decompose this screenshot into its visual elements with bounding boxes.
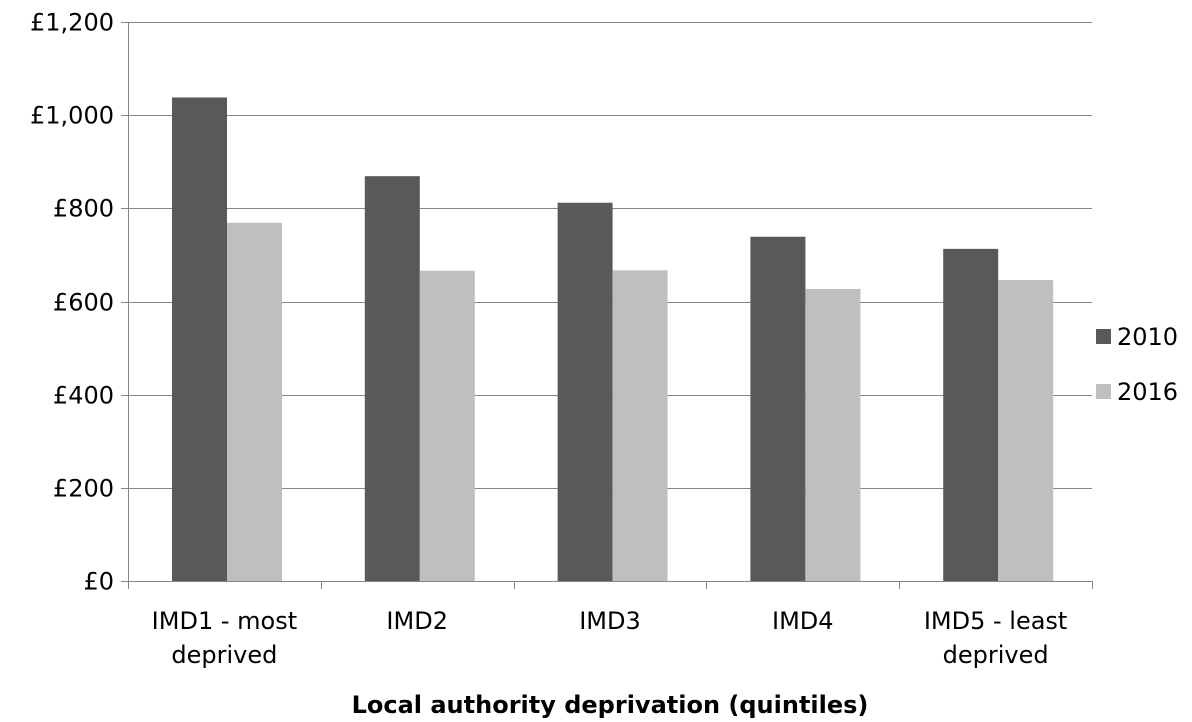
x-category-label: IMD5 - least [924, 607, 1068, 635]
legend-swatch-2010 [1096, 329, 1111, 344]
bar-2016-0 [227, 222, 282, 581]
y-tick-label: £1,200 [30, 9, 114, 37]
x-category-label: IMD1 - most [152, 607, 297, 635]
legend-swatch-2016 [1096, 384, 1111, 399]
bar-2016-4 [998, 280, 1054, 581]
bars [172, 97, 1054, 582]
bar-2016-2 [612, 270, 668, 581]
bar-2010-2 [557, 202, 613, 581]
legend-label-2010: 2010 [1117, 323, 1178, 351]
y-tick-label: £800 [53, 195, 114, 223]
y-tick-label: £600 [53, 289, 114, 317]
x-category-label: deprived [943, 641, 1049, 669]
legend: 2010 2016 [1096, 323, 1178, 406]
x-category-label: IMD4 [772, 607, 834, 635]
bar-2016-1 [419, 270, 475, 581]
bar-2016-3 [805, 288, 861, 581]
y-tick-label: £400 [53, 382, 114, 410]
y-tick-label: £1,000 [30, 102, 114, 130]
bar-2010-0 [172, 97, 227, 581]
legend-label-2016: 2016 [1117, 378, 1178, 406]
bar-2010-4 [943, 248, 999, 581]
bar-2010-1 [364, 176, 420, 581]
bar-2010-3 [750, 236, 806, 582]
y-axis-ticks: £0 £200 £400 £600 £800 £1,000 £1,200 [30, 9, 114, 596]
axes [121, 22, 1093, 589]
x-category-label: IMD3 [579, 607, 641, 635]
x-category-label: deprived [171, 641, 277, 669]
x-axis-categories: IMD1 - most deprived IMD2 IMD3 IMD4 IMD5 - le… [152, 607, 1068, 669]
x-category-label: IMD2 [386, 607, 448, 635]
y-tick-label: £0 [83, 568, 114, 596]
x-axis-title: Local authority deprivation (quintiles) [352, 691, 869, 719]
y-tick-label: £200 [53, 475, 114, 503]
